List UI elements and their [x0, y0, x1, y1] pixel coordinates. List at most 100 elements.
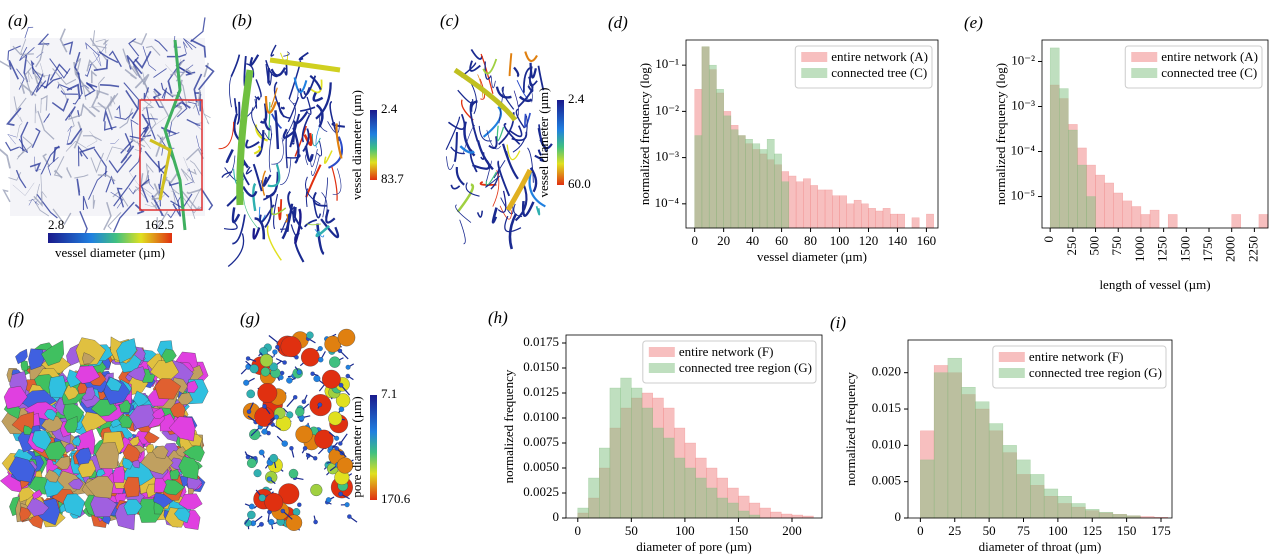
legend-swatch [648, 363, 675, 373]
pore-region [151, 445, 169, 459]
x-tick-label: 1250 [1155, 236, 1170, 262]
vessel [264, 95, 278, 114]
bar [1086, 196, 1096, 229]
vessel [450, 146, 465, 155]
bar [1258, 214, 1269, 229]
vessel [42, 153, 51, 168]
legend-frame [794, 45, 933, 89]
vessel [311, 133, 321, 147]
vessel [292, 110, 309, 125]
vessel [529, 62, 537, 79]
vessel [154, 39, 168, 52]
vessel [488, 136, 498, 149]
vessel [290, 224, 300, 237]
pore [262, 404, 267, 409]
vessel [288, 88, 299, 104]
bar [1043, 488, 1059, 519]
vessel [153, 68, 167, 78]
pore [272, 349, 278, 355]
pore [281, 440, 288, 447]
vessel [246, 63, 255, 78]
vessel [527, 147, 534, 183]
pore-region [96, 468, 106, 479]
vessel [529, 167, 538, 193]
pore-region [144, 431, 160, 444]
vessel [255, 79, 262, 98]
vessel [135, 186, 146, 198]
bar [961, 387, 976, 519]
legend-swatch [998, 368, 1025, 378]
x-tick-label: 250 [1064, 236, 1079, 256]
pore-region [129, 404, 156, 429]
bar [947, 357, 962, 519]
y-tick-label: 10⁻⁴ [655, 195, 680, 210]
vessel [151, 195, 165, 217]
vessel [40, 63, 54, 76]
vessel [303, 132, 313, 147]
vessel [316, 140, 323, 157]
y-tick-label: 0 [895, 509, 902, 524]
vessel [456, 183, 475, 213]
vessel [114, 112, 134, 120]
vessel [17, 136, 34, 158]
pore [325, 497, 332, 503]
vessel [512, 115, 528, 153]
bar [631, 387, 643, 519]
bar [701, 46, 710, 229]
vessel [16, 123, 23, 139]
bar [839, 195, 847, 229]
pore [259, 521, 264, 527]
vessel [112, 201, 135, 233]
vessel [267, 163, 281, 188]
y-tick-label: 0.0125 [523, 384, 559, 399]
y-tick-label: 0.015 [872, 400, 901, 415]
vessel [229, 71, 235, 108]
vessel [43, 113, 51, 123]
pore-region [72, 436, 81, 447]
bar [1002, 445, 1017, 519]
vessel [305, 188, 309, 208]
vessel [170, 60, 184, 76]
vessel [476, 140, 494, 171]
pore [266, 476, 272, 482]
vessel [145, 162, 154, 183]
bar [1085, 509, 1100, 519]
vessel [128, 171, 152, 199]
vessel [93, 59, 109, 72]
vessel [82, 135, 102, 142]
vessel [131, 33, 148, 46]
vessel [267, 67, 271, 84]
x-axis-label: diameter of throat (µm) [979, 539, 1102, 554]
vessel [156, 211, 169, 231]
vessel [527, 76, 534, 93]
pore-region [18, 487, 36, 503]
vessel [51, 98, 69, 112]
vessel [535, 206, 541, 216]
vessel [40, 173, 47, 198]
vessel [262, 174, 272, 187]
bar [1140, 214, 1151, 229]
pore-region [41, 340, 65, 366]
vessel [32, 69, 46, 84]
pore-region [123, 499, 143, 516]
y-tick-label: 10⁻² [655, 102, 679, 117]
vessel [459, 219, 466, 245]
vessel [493, 159, 506, 179]
vessel [147, 174, 155, 190]
vessel [2, 189, 11, 203]
bar [788, 175, 797, 229]
pore-region [62, 400, 85, 423]
pore [278, 374, 284, 381]
vessel [175, 64, 193, 76]
bar [673, 457, 686, 519]
pore [310, 483, 323, 497]
panel-label: (i) [830, 313, 846, 332]
vessel [52, 68, 77, 86]
vessel [534, 154, 545, 162]
pore-region [23, 425, 33, 435]
vessel [86, 130, 98, 147]
bar [759, 149, 768, 229]
bar [824, 189, 833, 229]
vessel [504, 215, 522, 233]
vessel [95, 38, 107, 54]
